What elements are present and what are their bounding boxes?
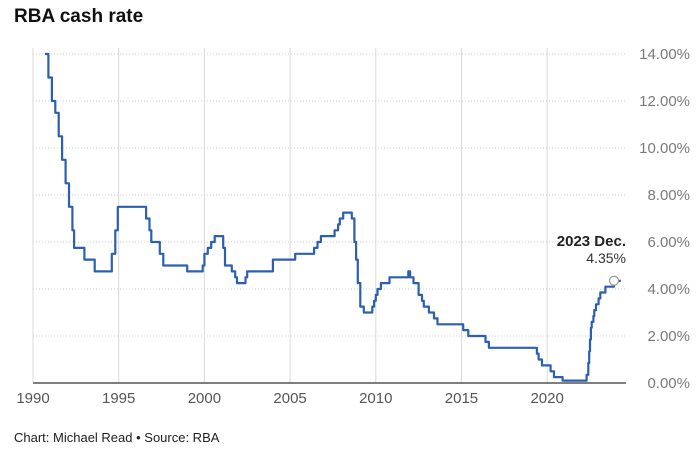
y-tick-label: 0.00% — [647, 375, 690, 392]
chart-title: RBA cash rate — [14, 6, 144, 27]
tick-layer: 1990 1995 2000 2005 2010 2015 2020 0.00% 2.00% 4.… — [16, 46, 690, 407]
x-tick-label: 2020 — [530, 390, 563, 407]
x-tick-label: 2005 — [273, 390, 306, 407]
y-tick-label: 14.00% — [639, 46, 690, 63]
annotation-value: 4.35% — [586, 250, 626, 266]
latest-point-marker — [608, 275, 620, 286]
annotation-label: 2023 Dec. — [557, 233, 626, 250]
y-tick-label: 12.00% — [639, 93, 690, 110]
y-tick-label: 4.00% — [647, 281, 690, 298]
y-tick-label: 6.00% — [647, 234, 690, 251]
y-tick-label: 2.00% — [647, 328, 690, 345]
chart-footer: Chart: Michael Read • Source: RBA — [14, 430, 220, 445]
x-tick-label: 1995 — [102, 390, 135, 407]
grid-layer — [32, 48, 626, 384]
annotation-layer: 2023 Dec.4.35% — [557, 233, 626, 286]
x-tick-label: 1990 — [16, 390, 49, 407]
y-tick-label: 8.00% — [647, 187, 690, 204]
x-tick-label: 2015 — [445, 390, 478, 407]
x-tick-label: 2000 — [188, 390, 221, 407]
x-tick-label: 2010 — [359, 390, 392, 407]
series-line — [45, 52, 621, 382]
y-tick-label: 10.00% — [639, 140, 690, 157]
series-layer — [45, 52, 621, 382]
